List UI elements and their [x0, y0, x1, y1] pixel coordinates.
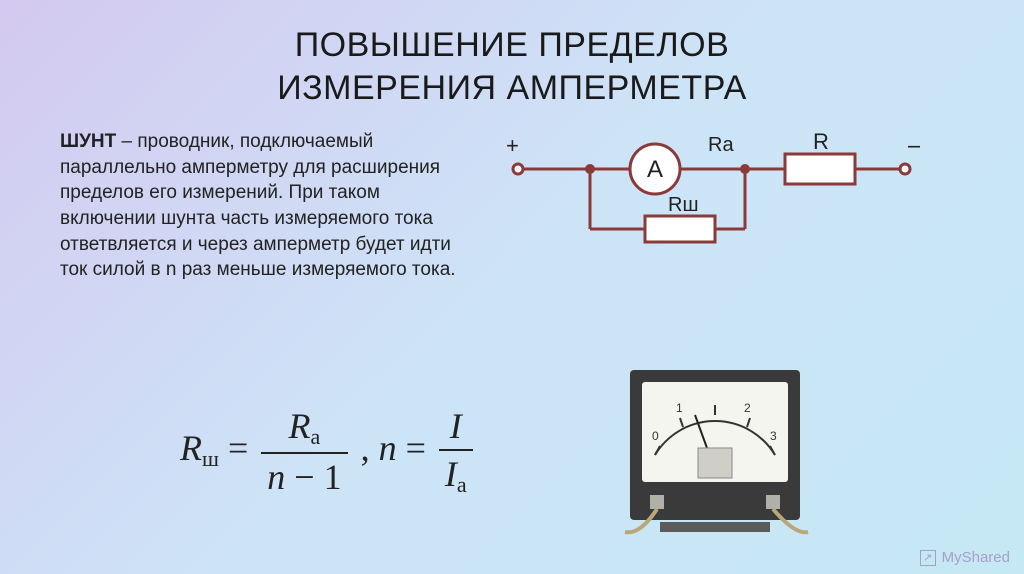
- ammeter-label: А: [647, 156, 663, 183]
- plus-terminal: +: [506, 133, 519, 158]
- formula-frac2: I Iа: [439, 405, 473, 498]
- watermark: ↗ MyShared: [920, 549, 1010, 566]
- definition-text: ШУНТ – проводник, подключаемый параллель…: [60, 129, 460, 283]
- term-shunt: ШУНТ: [60, 131, 116, 152]
- share-icon: ↗: [920, 550, 936, 566]
- formula-frac1: Rа n − 1: [261, 405, 347, 498]
- svg-text:2: 2: [744, 401, 751, 415]
- svg-text:3: 3: [770, 429, 777, 443]
- slide-title: ПОВЫШЕНИЕ ПРЕДЕЛОВ ИЗМЕРЕНИЯ АМПЕРМЕТРА: [0, 0, 1024, 109]
- formula-R: R: [180, 428, 202, 468]
- definition-body: – проводник, подключаемый параллельно ам…: [60, 131, 456, 280]
- svg-text:0: 0: [652, 429, 659, 443]
- minus-terminal: –: [908, 132, 920, 159]
- svg-text:1: 1: [676, 401, 683, 415]
- formula-n: n: [379, 428, 397, 468]
- formula-comma: ,: [361, 428, 379, 468]
- title-line-2: ИЗМЕРЕНИЯ АМПЕРМЕТРА: [0, 67, 1024, 110]
- circuit-svg: + – А Rа R Rш: [500, 129, 920, 259]
- r-a-label: Rа: [708, 134, 734, 156]
- formula-eq2: =: [406, 428, 435, 468]
- ammeter-photo: 0 1 2 3: [620, 360, 810, 540]
- formula-eq1: =: [228, 428, 257, 468]
- r-load-label: R: [813, 129, 829, 154]
- content-row: ШУНТ – проводник, подключаемый параллель…: [0, 109, 1024, 283]
- r-shunt-label: Rш: [668, 194, 699, 216]
- watermark-text: MyShared: [942, 549, 1010, 566]
- formula: Rш = Rа n − 1 , n = I Iа: [180, 405, 477, 498]
- formula-R-sub: ш: [202, 446, 219, 471]
- title-line-1: ПОВЫШЕНИЕ ПРЕДЕЛОВ: [0, 24, 1024, 67]
- circuit-diagram: + – А Rа R Rш: [500, 129, 984, 283]
